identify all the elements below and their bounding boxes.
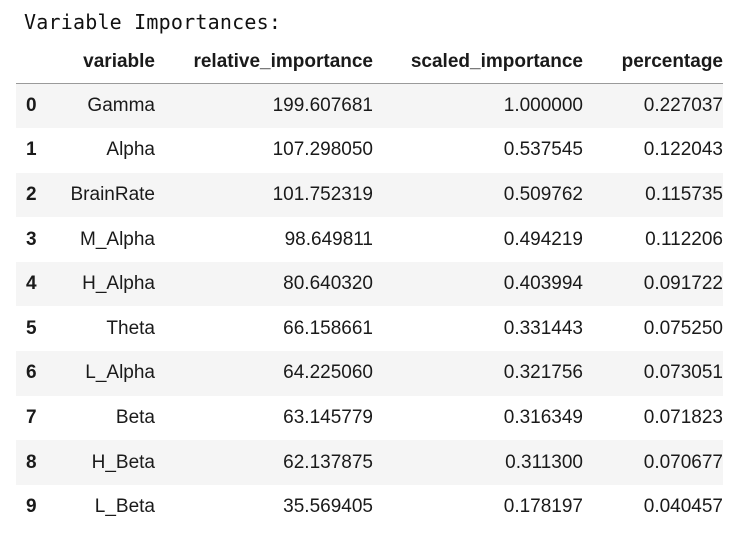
cell-scaled-importance: 0.509762	[503, 183, 583, 205]
cell-relative-importance: 62.137875	[283, 451, 373, 473]
cell-scaled-importance: 0.537545	[503, 139, 583, 161]
cell-scaled-importance: 0.178197	[503, 496, 583, 518]
table-row: 0 Gamma 199.607681 1.000000 0.227037	[16, 83, 723, 129]
cell-relative-importance: 101.752319	[272, 183, 373, 205]
row-index: 6	[26, 362, 37, 384]
cell-percentage: 0.122043	[643, 139, 723, 161]
table-row: 3 M_Alpha 98.649811 0.494219 0.112206	[16, 217, 723, 262]
cell-percentage: 0.091722	[643, 273, 723, 295]
row-index: 2	[26, 183, 37, 205]
row-index: 1	[26, 139, 37, 161]
cell-relative-importance: 63.145779	[283, 406, 373, 428]
column-header-percentage: percentage	[583, 40, 723, 84]
cell-variable: L_Alpha	[85, 362, 155, 384]
cell-percentage: 0.115735	[645, 183, 723, 205]
row-index: 8	[26, 451, 37, 473]
cell-percentage: 0.227037	[643, 95, 723, 117]
cell-relative-importance: 66.158661	[283, 317, 373, 339]
variable-importances-table: variable relative_importance scaled_impo…	[16, 40, 723, 529]
cell-relative-importance: 107.298050	[272, 139, 373, 161]
table-row: 6 L_Alpha 64.225060 0.321756 0.073051	[16, 351, 723, 396]
column-header-index	[16, 40, 60, 84]
cell-percentage: 0.075250	[643, 317, 723, 339]
row-index: 3	[26, 228, 37, 250]
row-index: 4	[26, 273, 37, 295]
cell-scaled-importance: 1.000000	[503, 95, 583, 117]
cell-variable: M_Alpha	[80, 228, 155, 250]
row-index: 0	[26, 95, 37, 117]
cell-variable: BrainRate	[70, 183, 156, 205]
cell-variable: Alpha	[106, 139, 155, 161]
table-row: 7 Beta 63.145779 0.316349 0.071823	[16, 396, 723, 441]
cell-scaled-importance: 0.403994	[503, 273, 583, 295]
cell-percentage: 0.040457	[643, 496, 723, 518]
cell-variable: H_Beta	[91, 451, 155, 473]
cell-percentage: 0.073051	[643, 362, 723, 384]
cell-scaled-importance: 0.321756	[503, 362, 583, 384]
row-index: 9	[26, 496, 37, 518]
cell-variable: L_Beta	[94, 496, 155, 518]
cell-relative-importance: 64.225060	[283, 362, 373, 384]
table-row: 2 BrainRate 101.752319 0.509762 0.115735	[16, 172, 723, 218]
output-caption: Variable Importances:	[24, 10, 282, 34]
cell-variable: H_Alpha	[82, 273, 155, 295]
cell-variable: Gamma	[87, 95, 155, 117]
table-row: 9 L_Beta 35.569405 0.178197 0.040457	[16, 485, 723, 530]
row-index: 5	[26, 317, 37, 339]
table-row: 5 Theta 66.158661 0.331443 0.075250	[16, 306, 723, 351]
cell-relative-importance: 80.640320	[283, 273, 373, 295]
cell-percentage: 0.112206	[645, 228, 723, 250]
cell-relative-importance: 199.607681	[272, 95, 373, 117]
column-header-scaled-importance: scaled_importance	[373, 40, 583, 84]
cell-scaled-importance: 0.316349	[503, 406, 583, 428]
table-row: 4 H_Alpha 80.640320 0.403994 0.091722	[16, 261, 723, 307]
row-index: 7	[26, 406, 37, 428]
cell-variable: Beta	[115, 406, 155, 428]
column-header-relative-importance: relative_importance	[155, 40, 373, 84]
cell-variable: Theta	[106, 317, 155, 339]
column-header-variable: variable	[60, 40, 155, 84]
table-row: 1 Alpha 107.298050 0.537545 0.122043	[16, 128, 723, 173]
table-header-row: variable relative_importance scaled_impo…	[16, 40, 723, 84]
table-row: 8 H_Beta 62.137875 0.311300 0.070677	[16, 440, 723, 485]
cell-scaled-importance: 0.331443	[503, 317, 583, 339]
cell-percentage: 0.071823	[643, 406, 723, 428]
cell-percentage: 0.070677	[643, 451, 723, 473]
cell-scaled-importance: 0.311300	[505, 451, 583, 473]
cell-relative-importance: 35.569405	[283, 496, 373, 518]
cell-scaled-importance: 0.494219	[503, 228, 583, 250]
cell-relative-importance: 98.649811	[284, 228, 373, 250]
